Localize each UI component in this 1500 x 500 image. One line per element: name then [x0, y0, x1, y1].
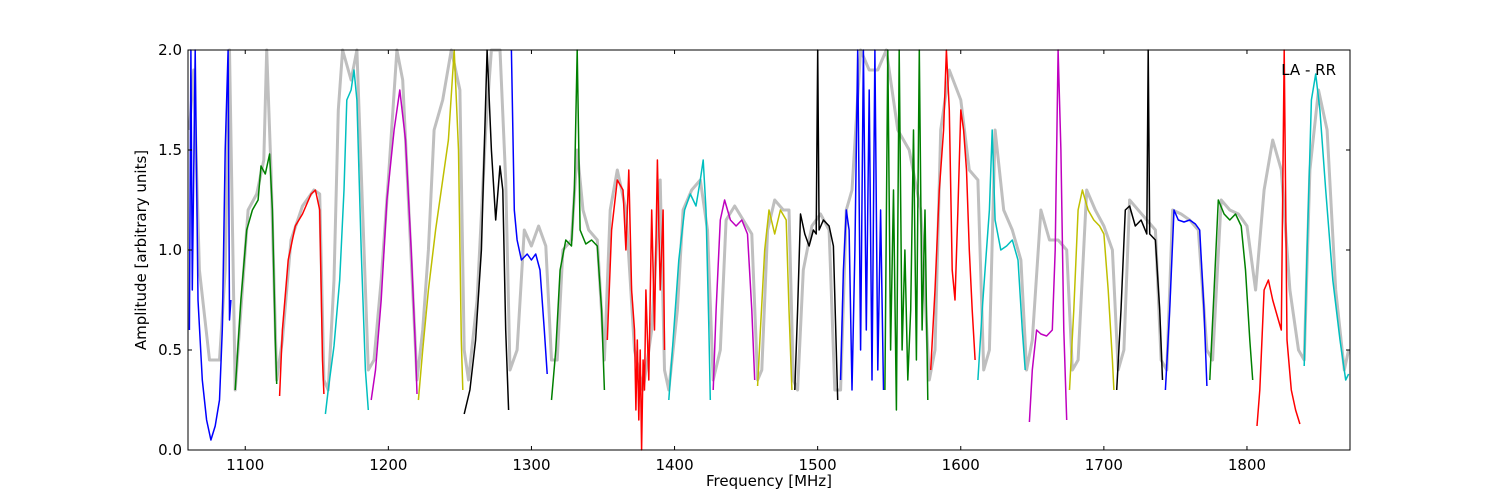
x-tick-label: 1200: [369, 456, 407, 474]
y-tick-label: 1.0: [158, 241, 182, 259]
series-line-22: [1164, 209, 1208, 391]
series-line-12: [712, 199, 756, 391]
panel-annotation: LA - RR: [1281, 61, 1336, 79]
y-tick-label: 0.0: [158, 441, 182, 459]
series-layer: [188, 49, 1350, 451]
reference-layer: [187, 48, 1351, 392]
x-ticks: 1100 1200 1300 1400 1500 1600 1700 1800: [226, 50, 1266, 474]
series-line-18: [977, 129, 1026, 381]
x-tick-label: 1100: [226, 456, 264, 474]
y-tick-label: 1.5: [158, 141, 182, 159]
series-line-2: [234, 153, 278, 391]
series-line-8: [510, 49, 548, 375]
series-line-4: [324, 69, 370, 415]
x-tick-label: 1400: [655, 456, 693, 474]
x-tick-label: 1700: [1085, 456, 1123, 474]
y-axis-label: Amplitude [arbitrary units]: [132, 150, 150, 350]
series-line-21: [1115, 49, 1164, 391]
series-line-10: [606, 159, 666, 451]
series-line-6: [417, 49, 464, 401]
y-tick-label: 2.0: [158, 41, 182, 59]
series-line-17: [929, 49, 976, 371]
series-line-3: [278, 189, 325, 397]
x-tick-label: 1800: [1228, 456, 1266, 474]
x-tick-label: 1500: [799, 456, 837, 474]
series-line-5: [370, 89, 418, 401]
x-tick-label: 1600: [942, 456, 980, 474]
y-ticks: 0.0 0.5 1.0 1.5 2.0: [158, 41, 1350, 459]
series-line-1: [188, 49, 232, 441]
series-line-11: [668, 159, 712, 401]
series-line-16: [884, 49, 929, 411]
series-line-14: [794, 49, 839, 401]
x-axis-label: Frequency [MHz]: [706, 472, 832, 490]
series-line-23: [1209, 199, 1254, 381]
series-line-19: [1028, 49, 1068, 423]
x-tick-label: 1300: [512, 456, 550, 474]
series-line-24: [1256, 49, 1301, 427]
series-line-20: [1068, 189, 1115, 391]
series-line-7: [463, 49, 510, 415]
reference-trace: [187, 48, 1351, 392]
plot-frame: [187, 49, 1351, 451]
series-line-13: [756, 209, 793, 391]
series-line-15: [839, 49, 885, 391]
y-tick-label: 0.5: [158, 341, 182, 359]
series-line-9: [550, 49, 606, 401]
series-line-25: [1303, 73, 1350, 381]
